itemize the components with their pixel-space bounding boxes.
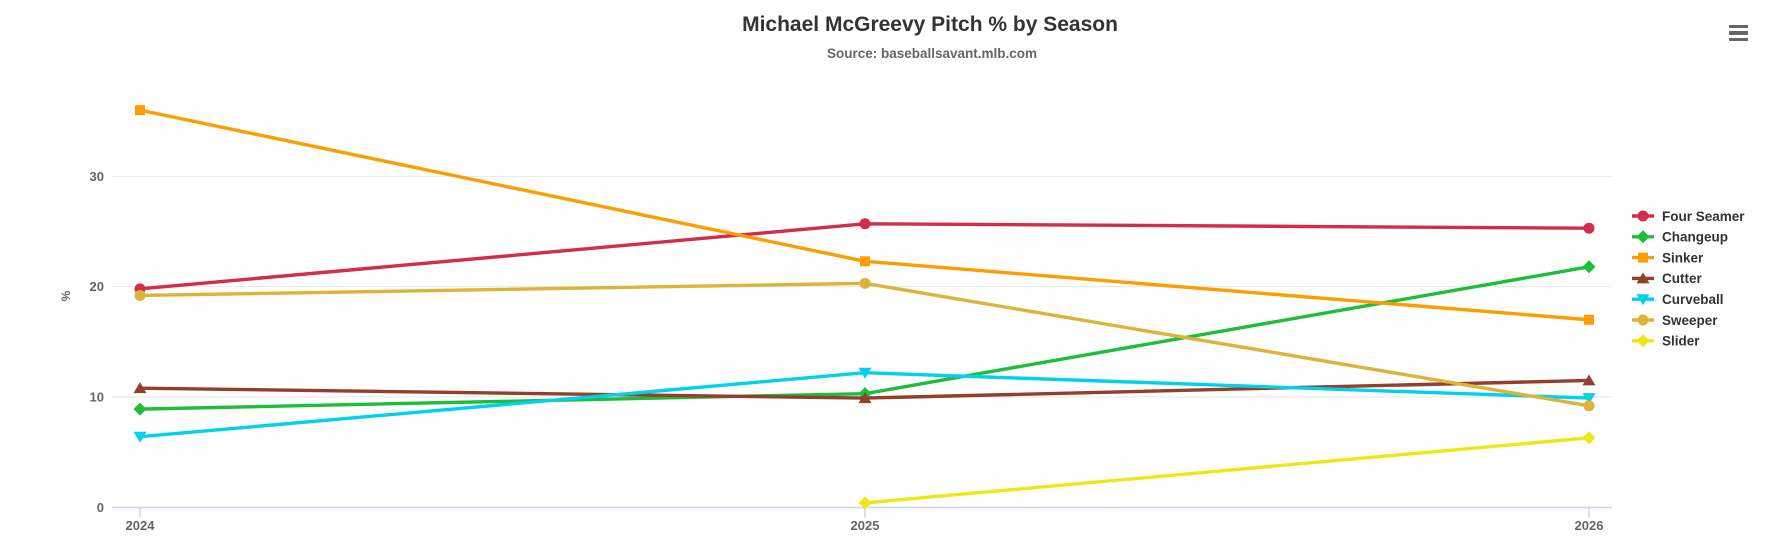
data-point-changeup-2024[interactable]	[133, 402, 147, 416]
y-axis-label-20: 20	[90, 279, 104, 294]
series-cutter	[133, 374, 1596, 404]
series-slider	[858, 431, 1596, 510]
legend-marker-cutter[interactable]	[1636, 272, 1650, 284]
legend-item-sweeper[interactable]	[1632, 314, 1654, 326]
legend-item-curveball[interactable]	[1632, 294, 1654, 306]
x-axis-label-2024: 2024	[126, 518, 156, 533]
data-point-curveball-2025[interactable]	[858, 367, 872, 379]
legend-label-curveball: Curveball	[1662, 292, 1724, 307]
legend-item-cutter[interactable]	[1632, 272, 1654, 284]
series-line-slider[interactable]	[863, 436, 1591, 505]
legend-marker-sweeper[interactable]	[1637, 314, 1649, 326]
legend-item-sinker[interactable]	[1632, 252, 1654, 263]
data-point-curveball-2024[interactable]	[133, 431, 147, 443]
legend-label-changeup: Changeup	[1662, 230, 1728, 245]
x-axis-label-2026: 2026	[1575, 518, 1604, 533]
chart-context-menu-button[interactable]	[1725, 20, 1751, 46]
legend-label-sweeper: Sweeper	[1662, 313, 1718, 328]
y-axis-label-10: 10	[90, 389, 104, 404]
data-point-four-seamer-2025[interactable]	[859, 218, 871, 230]
data-point-slider-2026[interactable]	[1582, 431, 1596, 445]
legend-marker-slider[interactable]	[1636, 334, 1650, 348]
chart-subtitle: Source: baseballsavant.mlb.com	[826, 46, 1038, 61]
data-point-cutter-2025[interactable]	[858, 392, 872, 404]
x-axis-label-2025: 2025	[851, 518, 880, 533]
legend-item-changeup[interactable]	[1632, 230, 1654, 244]
legend-item-slider[interactable]	[1632, 334, 1654, 348]
legend-label-cutter: Cutter	[1662, 271, 1702, 286]
data-point-sweeper-2026[interactable]	[1583, 400, 1595, 412]
legend-marker-curveball[interactable]	[1636, 294, 1650, 306]
series-sweeper	[134, 277, 1595, 412]
y-axis-label-0: 0	[97, 500, 104, 515]
data-point-sweeper-2025[interactable]	[859, 277, 871, 289]
data-point-sinker-2026[interactable]	[1584, 314, 1594, 325]
data-point-sweeper-2024[interactable]	[134, 289, 146, 301]
y-axis-title: %	[59, 290, 73, 301]
legend-marker-four-seamer[interactable]	[1637, 210, 1649, 222]
data-point-cutter-2024[interactable]	[133, 382, 147, 394]
data-point-four-seamer-2026[interactable]	[1583, 222, 1595, 234]
data-point-sinker-2024[interactable]	[135, 105, 145, 116]
legend-marker-changeup[interactable]	[1636, 230, 1650, 244]
data-point-cutter-2026[interactable]	[1582, 374, 1596, 386]
legend-label-four-seamer: Four Seamer	[1662, 209, 1745, 224]
chart-title: Michael McGreevy Pitch % by Season	[742, 13, 1118, 36]
y-axis-label-30: 30	[90, 169, 104, 184]
legend-label-sinker: Sinker	[1662, 250, 1704, 265]
series-curveball	[133, 367, 1596, 443]
legend-marker-sinker[interactable]	[1638, 252, 1648, 263]
legend-label-slider: Slider	[1662, 334, 1700, 349]
data-point-curveball-2026[interactable]	[1582, 393, 1596, 405]
data-point-changeup-2026[interactable]	[1582, 260, 1596, 274]
data-point-sinker-2025[interactable]	[860, 256, 870, 267]
legend-item-four-seamer[interactable]	[1632, 210, 1654, 222]
series-sinker	[135, 105, 1594, 325]
data-point-slider-2025[interactable]	[858, 496, 872, 510]
hamburger-menu-icon	[1728, 25, 1748, 29]
